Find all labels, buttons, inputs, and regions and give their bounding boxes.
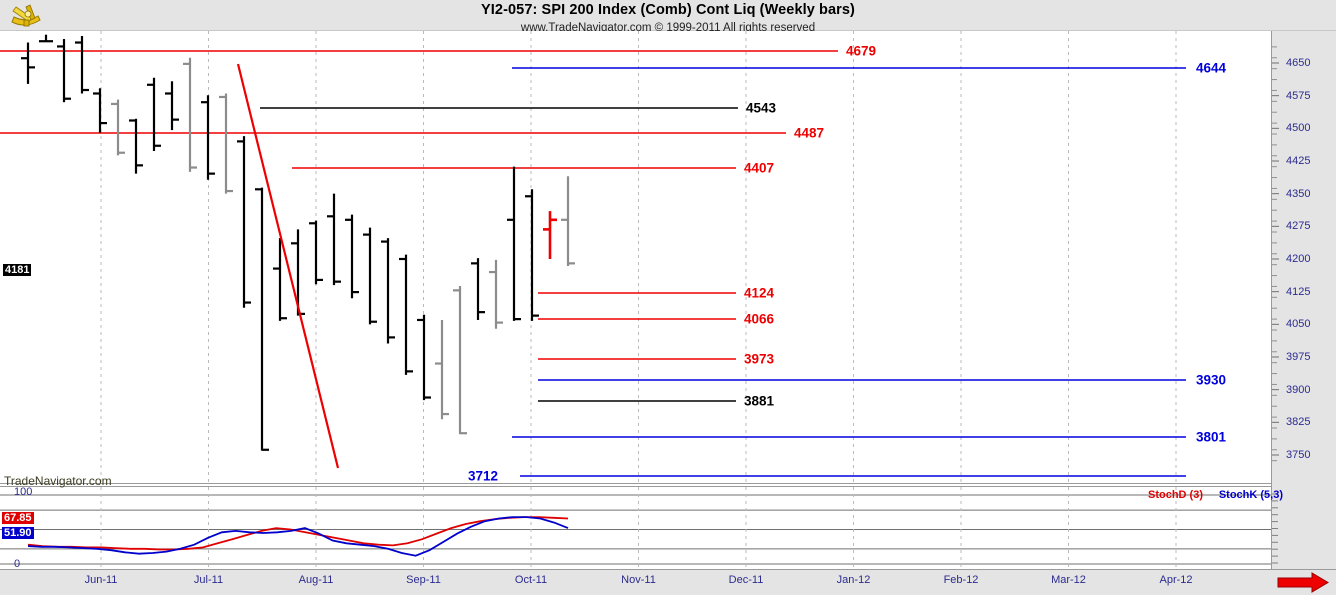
- level-label-3973: 3973: [744, 351, 775, 367]
- current-price-badge: 4181: [3, 264, 32, 276]
- stoch-k-legend: StochK (5,3): [1218, 489, 1283, 501]
- ohlc-bar: [345, 214, 359, 299]
- time-tick-Sep-11: Sep-11: [406, 574, 441, 586]
- stoch-k-value-badge: 51.90: [2, 527, 34, 539]
- time-tick-Mar-12: Mar-12: [1051, 574, 1086, 586]
- scroll-forward-arrow-icon[interactable]: [1276, 570, 1336, 595]
- time-tick-Aug-11: Aug-11: [298, 574, 334, 586]
- time-tick-Oct-11: Oct-11: [514, 574, 548, 586]
- ohlc-bar: [327, 193, 341, 286]
- level-label-4407: 4407: [744, 160, 775, 176]
- ohlc-bar: [471, 258, 485, 320]
- time-tick-Apr-12: Apr-12: [1159, 574, 1193, 586]
- ohlc-bar: [525, 189, 539, 321]
- ohlc-bar: [273, 238, 287, 321]
- level-label-3881: 3881: [744, 393, 775, 409]
- time-tick-Dec-11: Dec-11: [728, 574, 764, 586]
- ohlc-bar: [165, 81, 179, 131]
- price-tick-4500: 4500: [1286, 122, 1311, 135]
- ohlc-bar: [237, 136, 251, 308]
- stoch-series-line: [27, 516, 569, 551]
- price-tick-3975: 3975: [1286, 351, 1311, 363]
- price-tick-4125: 4125: [1286, 285, 1311, 298]
- time-tick-Jul-11: Jul-11: [193, 574, 224, 586]
- page-title: YI2-057: SPI 200 Index (Comb) Cont Liq (…: [481, 2, 855, 18]
- stoch-d-legend: StochD (3): [1148, 489, 1203, 501]
- ohlc-bar: [417, 314, 431, 401]
- level-label-4679: 4679: [846, 43, 877, 59]
- time-axis[interactable]: Jun-11 Jul-11 Aug-11 Sep-11 Oct-11 Nov-11 Dec-…: [0, 569, 1336, 595]
- price-tick-3825: 3825: [1286, 416, 1311, 429]
- stoch-axis-top-label: 100: [14, 486, 33, 498]
- level-label-4124: 4124: [744, 285, 775, 301]
- price-axis[interactable]: 4650 4575 4500 4425 4350 4275 4200 4125 4050 3975…: [1271, 31, 1336, 569]
- stoch-series-line: [27, 516, 569, 557]
- ohlc-bar: [219, 93, 233, 194]
- ohlc-bar: [111, 99, 125, 156]
- level-label-4487: 4487: [794, 125, 825, 141]
- price-tick-4350: 4350: [1286, 187, 1311, 200]
- ohlc-bar: [507, 166, 521, 321]
- ohlc-bar: [57, 39, 71, 103]
- header-band: [0, 0, 1336, 31]
- stochastic-canvas: [0, 487, 1271, 570]
- ohlc-bar: [129, 118, 143, 174]
- level-label-4543: 4543: [746, 100, 777, 116]
- level-label-3930: 3930: [1196, 372, 1227, 388]
- level-label-3712: 3712: [468, 468, 499, 484]
- level-label-3801: 3801: [1196, 429, 1227, 445]
- price-tick-4200: 4200: [1286, 253, 1311, 265]
- ohlc-bar: [201, 95, 215, 180]
- time-tick-Nov-11: Nov-11: [621, 574, 656, 586]
- price-axis-ticks: [1272, 46, 1279, 564]
- watermark-text: TradeNavigator.com: [4, 474, 112, 488]
- ohlc-bar: [39, 34, 53, 43]
- price-tick-3900: 3900: [1286, 383, 1311, 396]
- ohlc-bar: [561, 176, 575, 266]
- price-chart-panel[interactable]: [0, 31, 1271, 484]
- trade-navigator-sextant-logo: [6, 2, 50, 28]
- ohlc-bar: [399, 254, 413, 375]
- ohlc-bar: [75, 35, 89, 94]
- ohlc-bar: [147, 77, 161, 151]
- price-tick-4650: 4650: [1286, 57, 1311, 69]
- price-tick-4425: 4425: [1286, 155, 1311, 167]
- time-tick-Jan-12: Jan-12: [836, 574, 871, 586]
- ohlc-bar: [381, 238, 395, 344]
- ohlc-bar: [93, 88, 107, 133]
- level-label-4644: 4644: [1196, 60, 1227, 76]
- ohlc-bar: [543, 211, 557, 259]
- price-tick-3750: 3750: [1286, 449, 1311, 461]
- ohlc-bar: [309, 220, 323, 285]
- ohlc-bar: [255, 187, 269, 451]
- ohlc-bar: [453, 286, 467, 435]
- ohlc-bar: [435, 319, 449, 420]
- level-label-4066: 4066: [744, 311, 775, 327]
- stoch-axis-bottom-label: 0: [14, 558, 21, 570]
- ohlc-bar: [489, 259, 503, 329]
- price-tick-4275: 4275: [1286, 220, 1311, 233]
- ohlc-bar: [183, 57, 197, 172]
- price-tick-4575: 4575: [1286, 89, 1311, 102]
- stoch-d-value-badge: 67.85: [2, 512, 34, 524]
- time-tick-Jun-11: Jun-11: [84, 574, 118, 586]
- ohlc-bar: [363, 227, 377, 325]
- ohlc-bar: [21, 42, 35, 84]
- price-tick-4050: 4050: [1286, 318, 1311, 331]
- stochastic-indicator-panel[interactable]: [0, 486, 1271, 570]
- time-tick-Feb-12: Feb-12: [943, 574, 979, 586]
- price-chart-canvas: [0, 31, 1186, 483]
